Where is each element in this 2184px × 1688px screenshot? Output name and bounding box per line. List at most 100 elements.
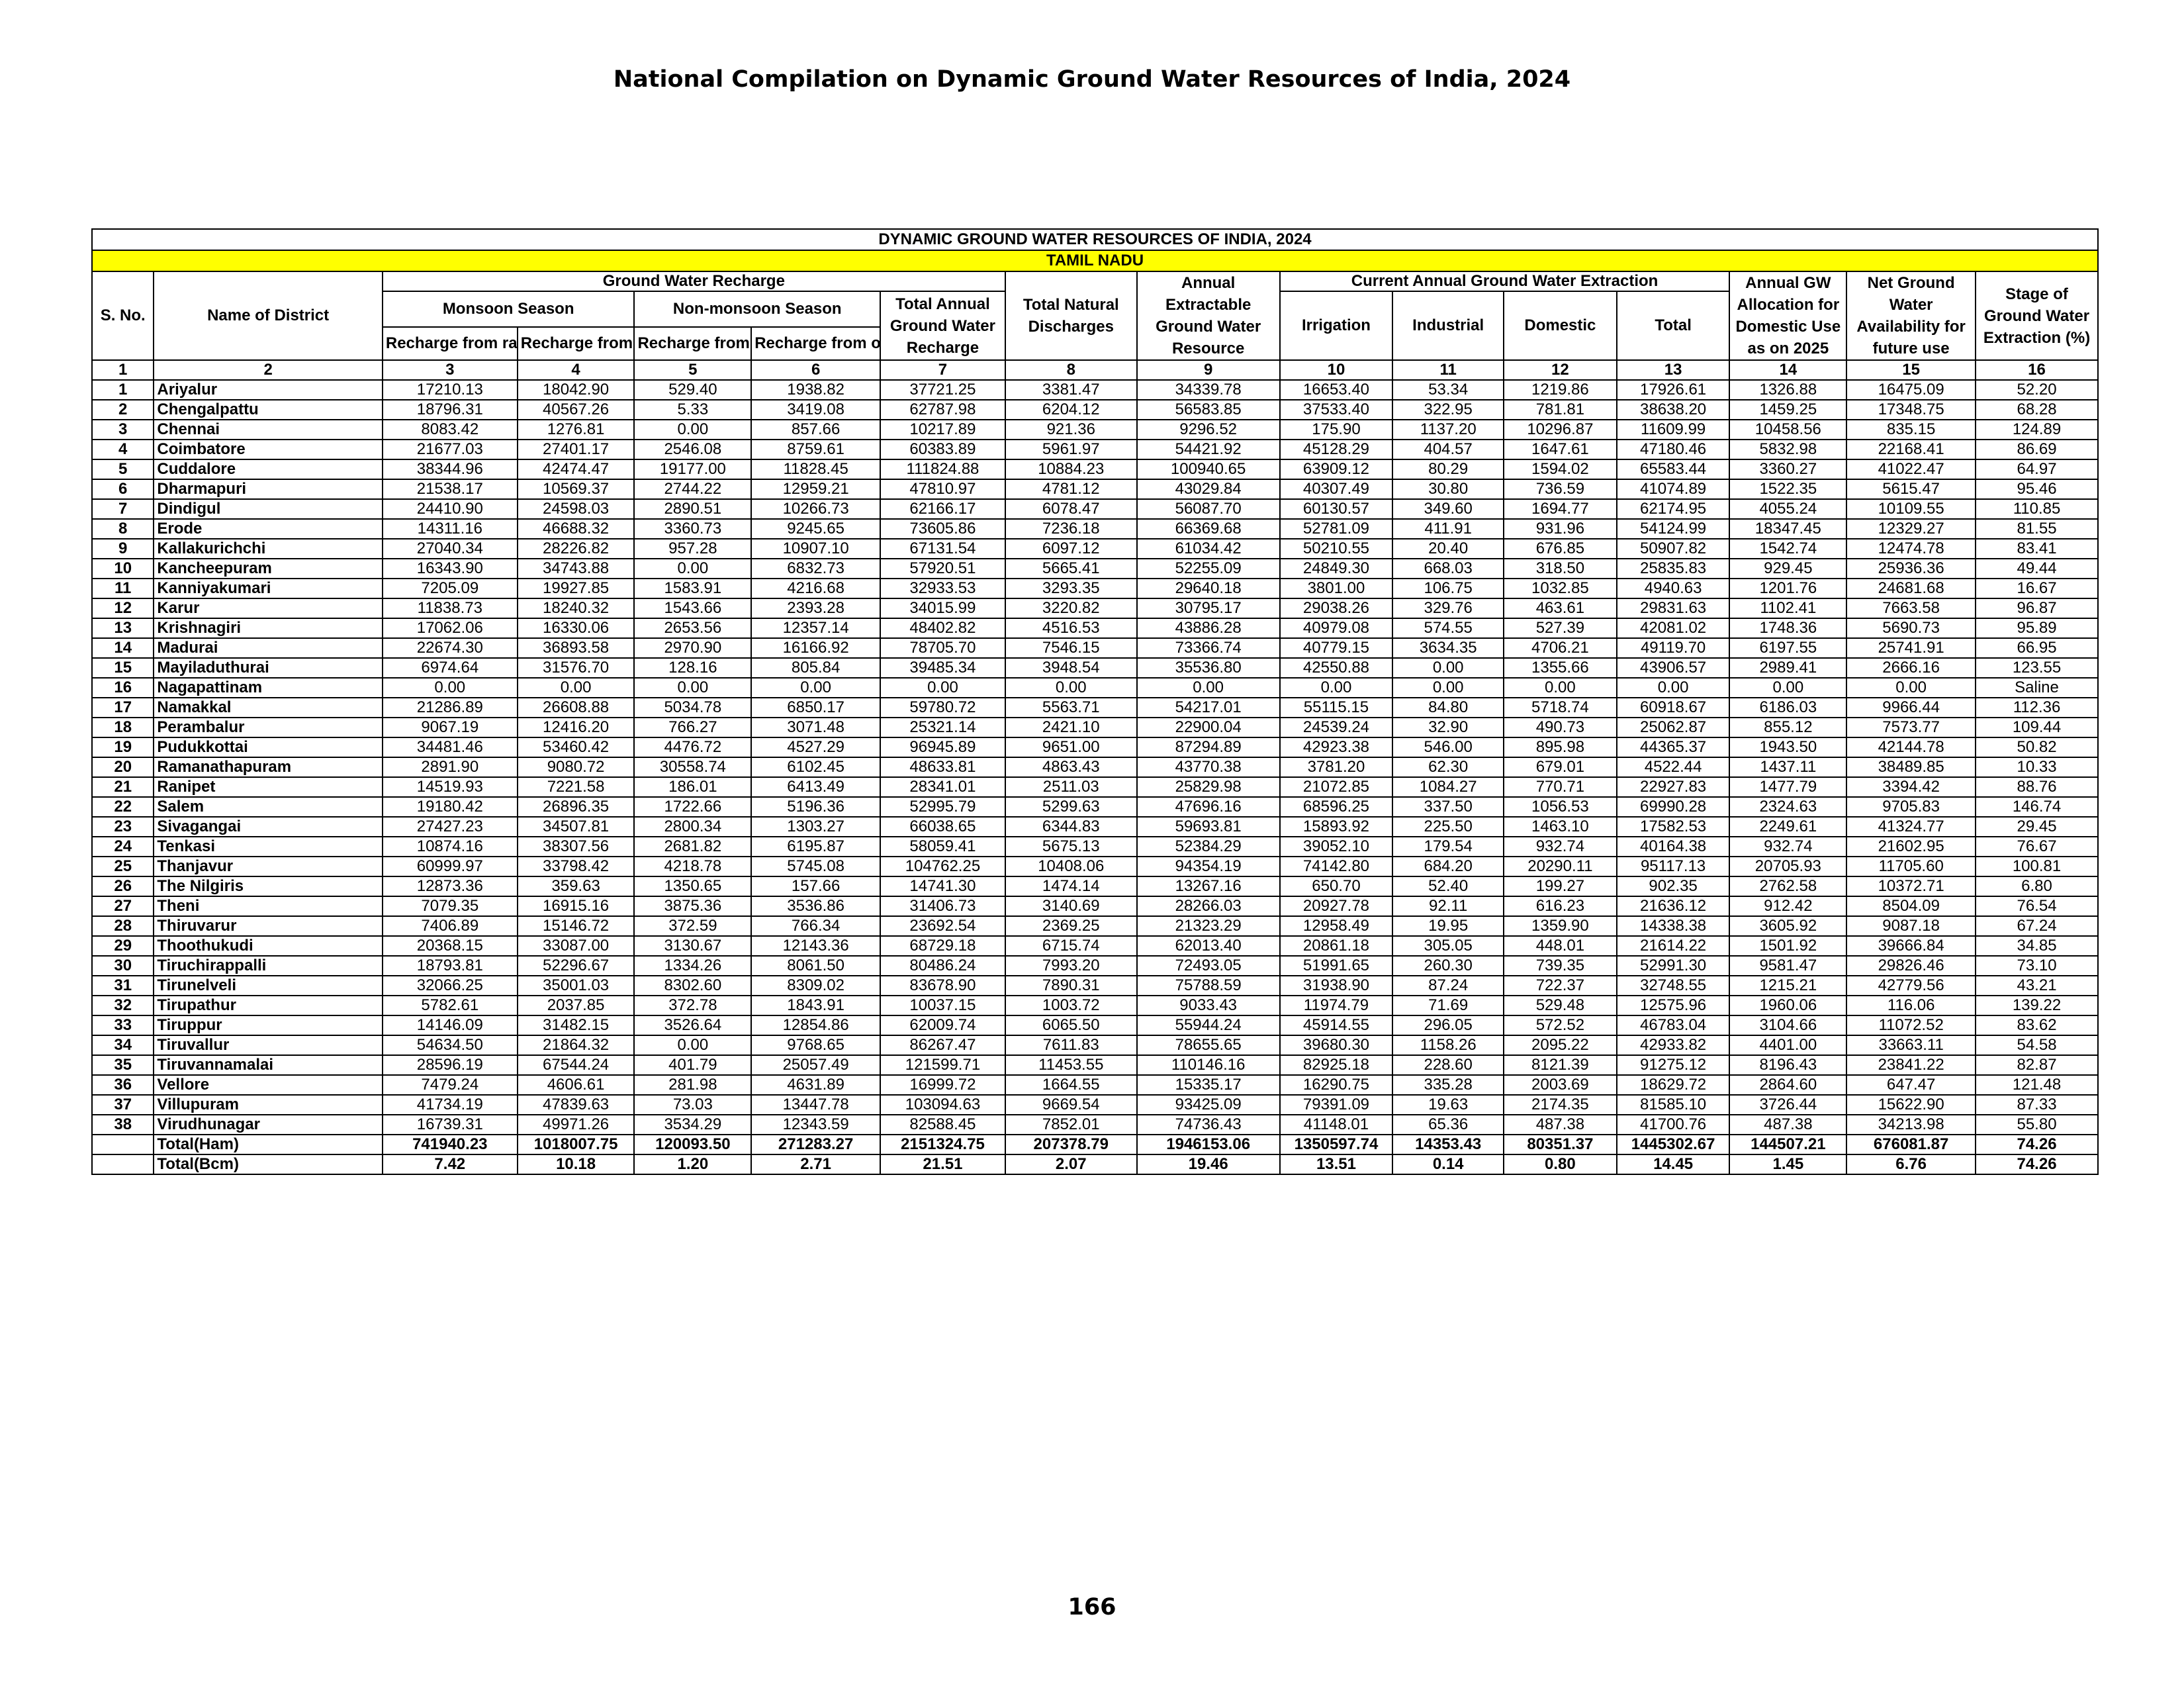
value-cell: 207378.79 bbox=[1004, 1134, 1138, 1155]
value-cell: 1018007.75 bbox=[516, 1134, 635, 1155]
value-cell: 43906.57 bbox=[1615, 657, 1731, 679]
value-cell: 3781.20 bbox=[1279, 757, 1394, 778]
value-cell: 329.76 bbox=[1392, 598, 1505, 619]
value-cell: 1158.26 bbox=[1392, 1035, 1505, 1056]
value-cell: 31576.70 bbox=[516, 657, 635, 679]
table-row: 16 Nagapattinam 0.00 0.00 0.00 0.00 0.00 0.00 0.… bbox=[91, 677, 2099, 698]
value-cell: 79391.09 bbox=[1279, 1094, 1394, 1115]
value-cell: 12416.20 bbox=[516, 717, 635, 738]
value-cell: 66.95 bbox=[1975, 637, 2099, 659]
value-cell: 21677.03 bbox=[381, 439, 518, 460]
column-number: 9 bbox=[1136, 359, 1281, 381]
value-cell: 84.80 bbox=[1392, 697, 1505, 718]
total-row: Total(Bcm) 7.42 10.18 1.20 2.71 21.51 2.07 19.4… bbox=[91, 1154, 2099, 1175]
value-cell: 72493.05 bbox=[1136, 955, 1281, 976]
value-cell: 2681.82 bbox=[633, 836, 752, 857]
serial-number-cell: 14 bbox=[91, 637, 155, 659]
value-cell: 1583.91 bbox=[633, 578, 752, 599]
value-cell: 111824.88 bbox=[880, 459, 1006, 480]
district-name-cell: The Nilgiris bbox=[153, 876, 383, 897]
district-name-cell: Ranipet bbox=[153, 776, 383, 798]
serial-number-cell: 23 bbox=[91, 816, 155, 837]
value-cell: 31482.15 bbox=[516, 1015, 635, 1036]
value-cell: 34743.88 bbox=[516, 558, 635, 579]
value-cell: 2890.51 bbox=[633, 498, 752, 520]
value-cell: 21602.95 bbox=[1846, 836, 1977, 857]
header-district: Name of District bbox=[153, 271, 383, 361]
value-cell: 45128.29 bbox=[1279, 439, 1394, 460]
value-cell: 2989.41 bbox=[1729, 657, 1848, 679]
value-cell: 33798.42 bbox=[516, 856, 635, 877]
value-cell: 24849.30 bbox=[1279, 558, 1394, 579]
value-cell: 25741.91 bbox=[1846, 637, 1977, 659]
value-cell: 29640.18 bbox=[1136, 578, 1281, 599]
value-cell: 25936.36 bbox=[1846, 558, 1977, 579]
column-number: 5 bbox=[633, 359, 752, 381]
value-cell: 32066.25 bbox=[381, 975, 518, 996]
value-cell: 1474.14 bbox=[1004, 876, 1138, 897]
page-number: 166 bbox=[1068, 1594, 1116, 1620]
value-cell: 1032.85 bbox=[1503, 578, 1617, 599]
value-cell: 9080.72 bbox=[516, 757, 635, 778]
value-cell: 27427.23 bbox=[381, 816, 518, 837]
value-cell: 11838.73 bbox=[381, 598, 518, 619]
table-row: 22 Salem 19180.42 26896.35 1722.66 5196.36 529… bbox=[91, 796, 2099, 818]
table-row: 34 Tiruvallur 54634.50 21864.32 0.00 9768.65 8… bbox=[91, 1035, 2099, 1056]
value-cell: 932.74 bbox=[1503, 836, 1617, 857]
value-cell: 54.58 bbox=[1975, 1035, 2099, 1056]
district-name-cell: Nagapattinam bbox=[153, 677, 383, 698]
district-name-cell: Thiruvarur bbox=[153, 915, 383, 937]
value-cell: 3801.00 bbox=[1279, 578, 1394, 599]
value-cell: 1647.61 bbox=[1503, 439, 1617, 460]
district-name-cell: Dindigul bbox=[153, 498, 383, 520]
value-cell: 93425.09 bbox=[1136, 1094, 1281, 1115]
value-cell: 4631.89 bbox=[751, 1074, 882, 1096]
value-cell: 5690.73 bbox=[1846, 618, 1977, 639]
column-number: 16 bbox=[1975, 359, 2099, 381]
serial-number-cell: 11 bbox=[91, 578, 155, 599]
value-cell: 41148.01 bbox=[1279, 1114, 1394, 1135]
value-cell: 11453.55 bbox=[1004, 1055, 1138, 1076]
district-name-cell: Salem bbox=[153, 796, 383, 818]
column-number: 7 bbox=[880, 359, 1006, 381]
value-cell: 52255.09 bbox=[1136, 558, 1281, 579]
value-cell: 4606.61 bbox=[516, 1074, 635, 1096]
value-cell: 50.82 bbox=[1975, 737, 2099, 758]
value-cell: 40779.15 bbox=[1279, 637, 1394, 659]
value-cell: 0.00 bbox=[1004, 677, 1138, 698]
value-cell: 322.95 bbox=[1392, 399, 1505, 420]
value-cell: 0.00 bbox=[1136, 677, 1281, 698]
value-cell: 487.38 bbox=[1729, 1114, 1848, 1135]
value-cell: 12873.36 bbox=[381, 876, 518, 897]
value-cell: 65.36 bbox=[1392, 1114, 1505, 1135]
header-gw-recharge: Ground Water Recharge bbox=[381, 271, 1006, 292]
value-cell: 527.39 bbox=[1503, 618, 1617, 639]
value-cell: 3875.36 bbox=[633, 896, 752, 917]
value-cell: 41734.19 bbox=[381, 1094, 518, 1115]
value-cell: 52384.29 bbox=[1136, 836, 1281, 857]
serial-number-cell: 28 bbox=[91, 915, 155, 937]
value-cell: 4216.68 bbox=[751, 578, 882, 599]
value-cell: 5196.36 bbox=[751, 796, 882, 818]
value-cell: 2.07 bbox=[1004, 1154, 1138, 1175]
value-cell: 929.45 bbox=[1729, 558, 1848, 579]
value-cell: 52781.09 bbox=[1279, 518, 1394, 539]
value-cell: 21072.85 bbox=[1279, 776, 1394, 798]
value-cell: 10037.15 bbox=[880, 995, 1006, 1016]
value-cell: 3605.92 bbox=[1729, 915, 1848, 937]
ground-water-resources-table: DYNAMIC GROUND WATER RESOURCES OF INDIA,… bbox=[91, 228, 2099, 1175]
value-cell: 372.78 bbox=[633, 995, 752, 1016]
value-cell: 120093.50 bbox=[633, 1134, 752, 1155]
value-cell: 6413.49 bbox=[751, 776, 882, 798]
table-row: 9 Kallakurichchi 27040.34 28226.82 957.28 109… bbox=[91, 538, 2099, 559]
value-cell: 9768.65 bbox=[751, 1035, 882, 1056]
column-number-row: 1 2 3 4 5 6 7 8 9 10 11 12 13 14 15 16 bbox=[91, 359, 2099, 381]
value-cell: 2666.16 bbox=[1846, 657, 1977, 679]
value-cell: 225.50 bbox=[1392, 816, 1505, 837]
value-cell: 3394.42 bbox=[1846, 776, 1977, 798]
value-cell: 46783.04 bbox=[1615, 1015, 1731, 1036]
value-cell: 2744.22 bbox=[633, 479, 752, 500]
value-cell: 5299.63 bbox=[1004, 796, 1138, 818]
value-cell: 8083.42 bbox=[381, 419, 518, 440]
value-cell: 37721.25 bbox=[880, 379, 1006, 400]
